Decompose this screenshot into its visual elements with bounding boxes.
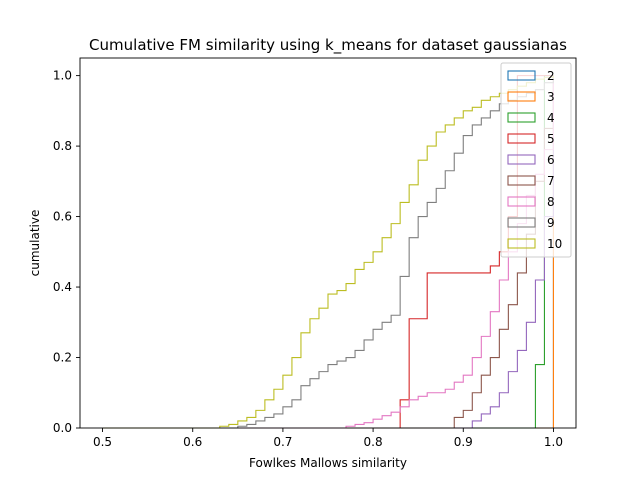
series-7-line: [102, 75, 554, 429]
legend-swatch-9: [507, 217, 536, 228]
y-axis-label: cumulative: [28, 210, 42, 277]
legend-label-8: 8: [547, 195, 555, 209]
legend-swatch-2: [507, 70, 536, 81]
series-9-line: [102, 75, 554, 429]
legend-swatch-4: [507, 112, 536, 123]
series-6-line: [102, 75, 554, 429]
y-tick-label: 0.4: [53, 280, 72, 294]
legend-swatch-5: [507, 133, 536, 144]
x-tick-label: 1.0: [544, 435, 563, 449]
x-tick-label: 0.6: [183, 435, 202, 449]
legend-label-4: 4: [547, 111, 555, 125]
x-axis-label: Fowlkes Mallows similarity: [249, 456, 407, 470]
legend-swatch-7: [507, 175, 536, 186]
y-tick-label: 0.0: [53, 421, 72, 435]
y-tick-label: 0.6: [53, 210, 72, 224]
y-tick-label: 0.8: [53, 139, 72, 153]
chart-title: Cumulative FM similarity using k_means f…: [89, 36, 567, 55]
plot-area: 0.5 0.6 0.7 0.8 0.9 1.0 0.0 0.2 0.4 0.6 0.8 1.0: [53, 57, 577, 449]
legend-label-9: 9: [547, 216, 555, 230]
legend: 2 3 4 5 6 7 8 9 10: [500, 62, 572, 258]
x-tick-label: 0.7: [273, 435, 292, 449]
y-tick-label: 0.2: [53, 351, 72, 365]
legend-label-5: 5: [547, 132, 555, 146]
legend-label-6: 6: [547, 153, 555, 167]
legend-swatch-6: [507, 154, 536, 165]
legend-label-2: 2: [547, 69, 555, 83]
legend-swatch-8: [507, 196, 536, 207]
legend-label-7: 7: [547, 174, 555, 188]
legend-swatch-10: [507, 238, 536, 249]
x-tick-label: 0.5: [93, 435, 112, 449]
x-tick-label: 0.9: [454, 435, 473, 449]
y-tick-label: 1.0: [53, 69, 72, 83]
legend-box: [500, 62, 572, 258]
legend-swatch-3: [507, 91, 536, 102]
legend-label-3: 3: [547, 90, 555, 104]
series-10-line: [102, 75, 554, 429]
axes-frame: [79, 57, 577, 429]
x-tick-label: 0.8: [364, 435, 383, 449]
legend-label-10: 10: [547, 237, 562, 251]
